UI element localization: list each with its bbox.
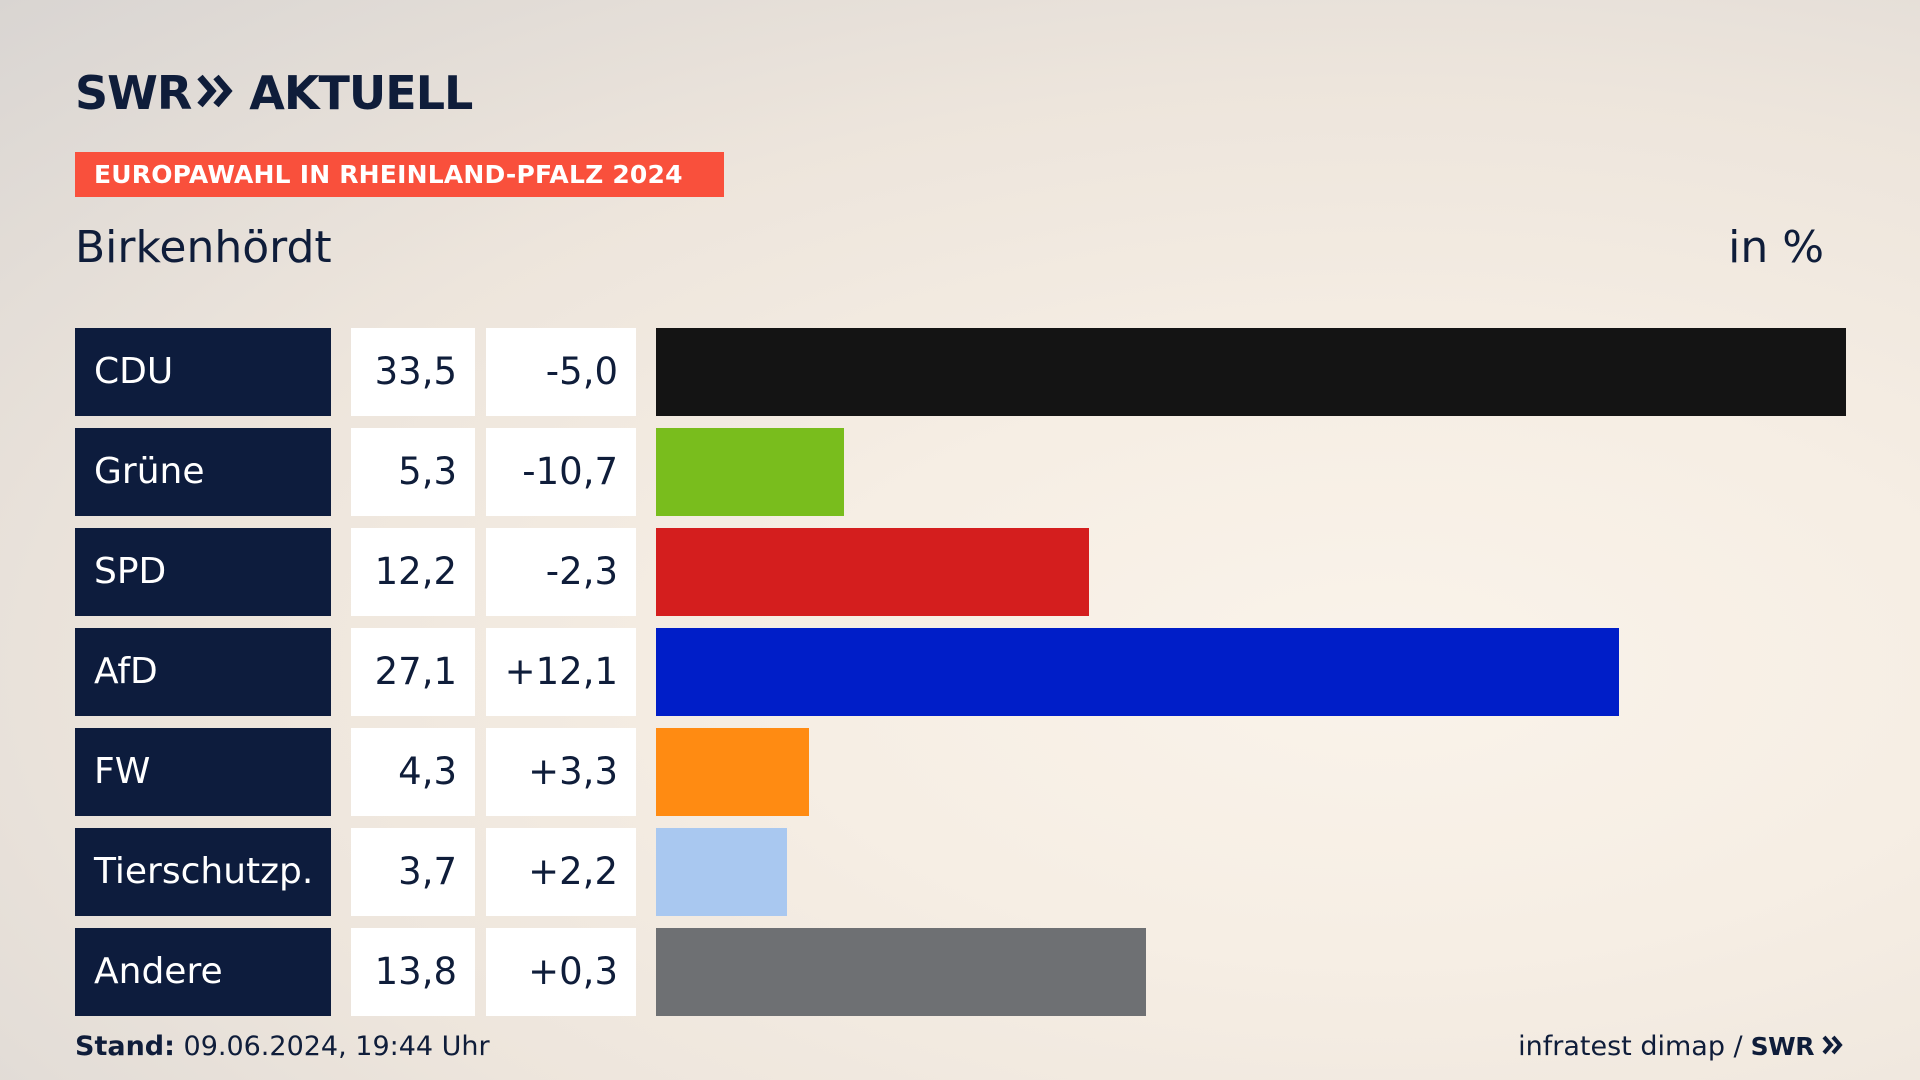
party-label: Tierschutzp. <box>75 828 331 916</box>
bar <box>656 728 809 816</box>
diff-label: +3,3 <box>486 728 636 816</box>
party-label: CDU <box>75 328 331 416</box>
bar <box>656 328 1846 416</box>
diff-label: +12,1 <box>486 628 636 716</box>
diff-label: -2,3 <box>486 528 636 616</box>
stand-label: Stand: <box>75 1031 175 1062</box>
unit-label: in % <box>1728 222 1824 273</box>
diff-label: +0,3 <box>486 928 636 1016</box>
bar <box>656 428 844 516</box>
chart-row: FW 4,3 +3,3 <box>75 728 1846 816</box>
logo-suffix: AKTUELL <box>249 66 473 120</box>
diff-label: -10,7 <box>486 428 636 516</box>
chart-row: CDU 33,5 -5,0 <box>75 328 1846 416</box>
party-label: SPD <box>75 528 331 616</box>
timestamp: Stand: 09.06.2024, 19:44 Uhr <box>75 1030 490 1064</box>
value-label: 27,1 <box>351 628 475 716</box>
chart-row: Andere 13,8 +0,3 <box>75 928 1846 1016</box>
chart-row: AfD 27,1 +12,1 <box>75 628 1846 716</box>
source-text: infratest dimap / <box>1518 1031 1743 1062</box>
source-credit: infratest dimap / SWR <box>1518 1030 1844 1064</box>
bar <box>656 828 787 916</box>
footer-swr-logo: SWR <box>1750 1032 1815 1061</box>
swr-aktuell-logo: SWR AKTUELL <box>75 66 473 120</box>
stand-value: 09.06.2024, 19:44 Uhr <box>183 1031 490 1062</box>
party-label: Grüne <box>75 428 331 516</box>
value-label: 12,2 <box>351 528 475 616</box>
value-label: 33,5 <box>351 328 475 416</box>
footer-chevron-icon <box>1822 1030 1844 1064</box>
chart-row: SPD 12,2 -2,3 <box>75 528 1846 616</box>
place-title: Birkenhördt <box>75 222 332 273</box>
chart-row: Grüne 5,3 -10,7 <box>75 428 1846 516</box>
value-label: 4,3 <box>351 728 475 816</box>
bar <box>656 928 1146 1016</box>
double-chevron-icon <box>197 74 233 112</box>
chart-row: Tierschutzp. 3,7 +2,2 <box>75 828 1846 916</box>
results-chart: CDU 33,5 -5,0 Grüne 5,3 -10,7 SPD 12,2 -2,3 AfD 27… <box>75 328 1846 1028</box>
logo-brand: SWR <box>75 66 192 120</box>
diff-label: +2,2 <box>486 828 636 916</box>
bar <box>656 528 1089 616</box>
value-label: 13,8 <box>351 928 475 1016</box>
party-label: FW <box>75 728 331 816</box>
value-label: 3,7 <box>351 828 475 916</box>
value-label: 5,3 <box>351 428 475 516</box>
election-banner: EUROPAWAHL IN RHEINLAND-PFALZ 2024 <box>75 152 724 197</box>
bar <box>656 628 1619 716</box>
party-label: Andere <box>75 928 331 1016</box>
diff-label: -5,0 <box>486 328 636 416</box>
party-label: AfD <box>75 628 331 716</box>
